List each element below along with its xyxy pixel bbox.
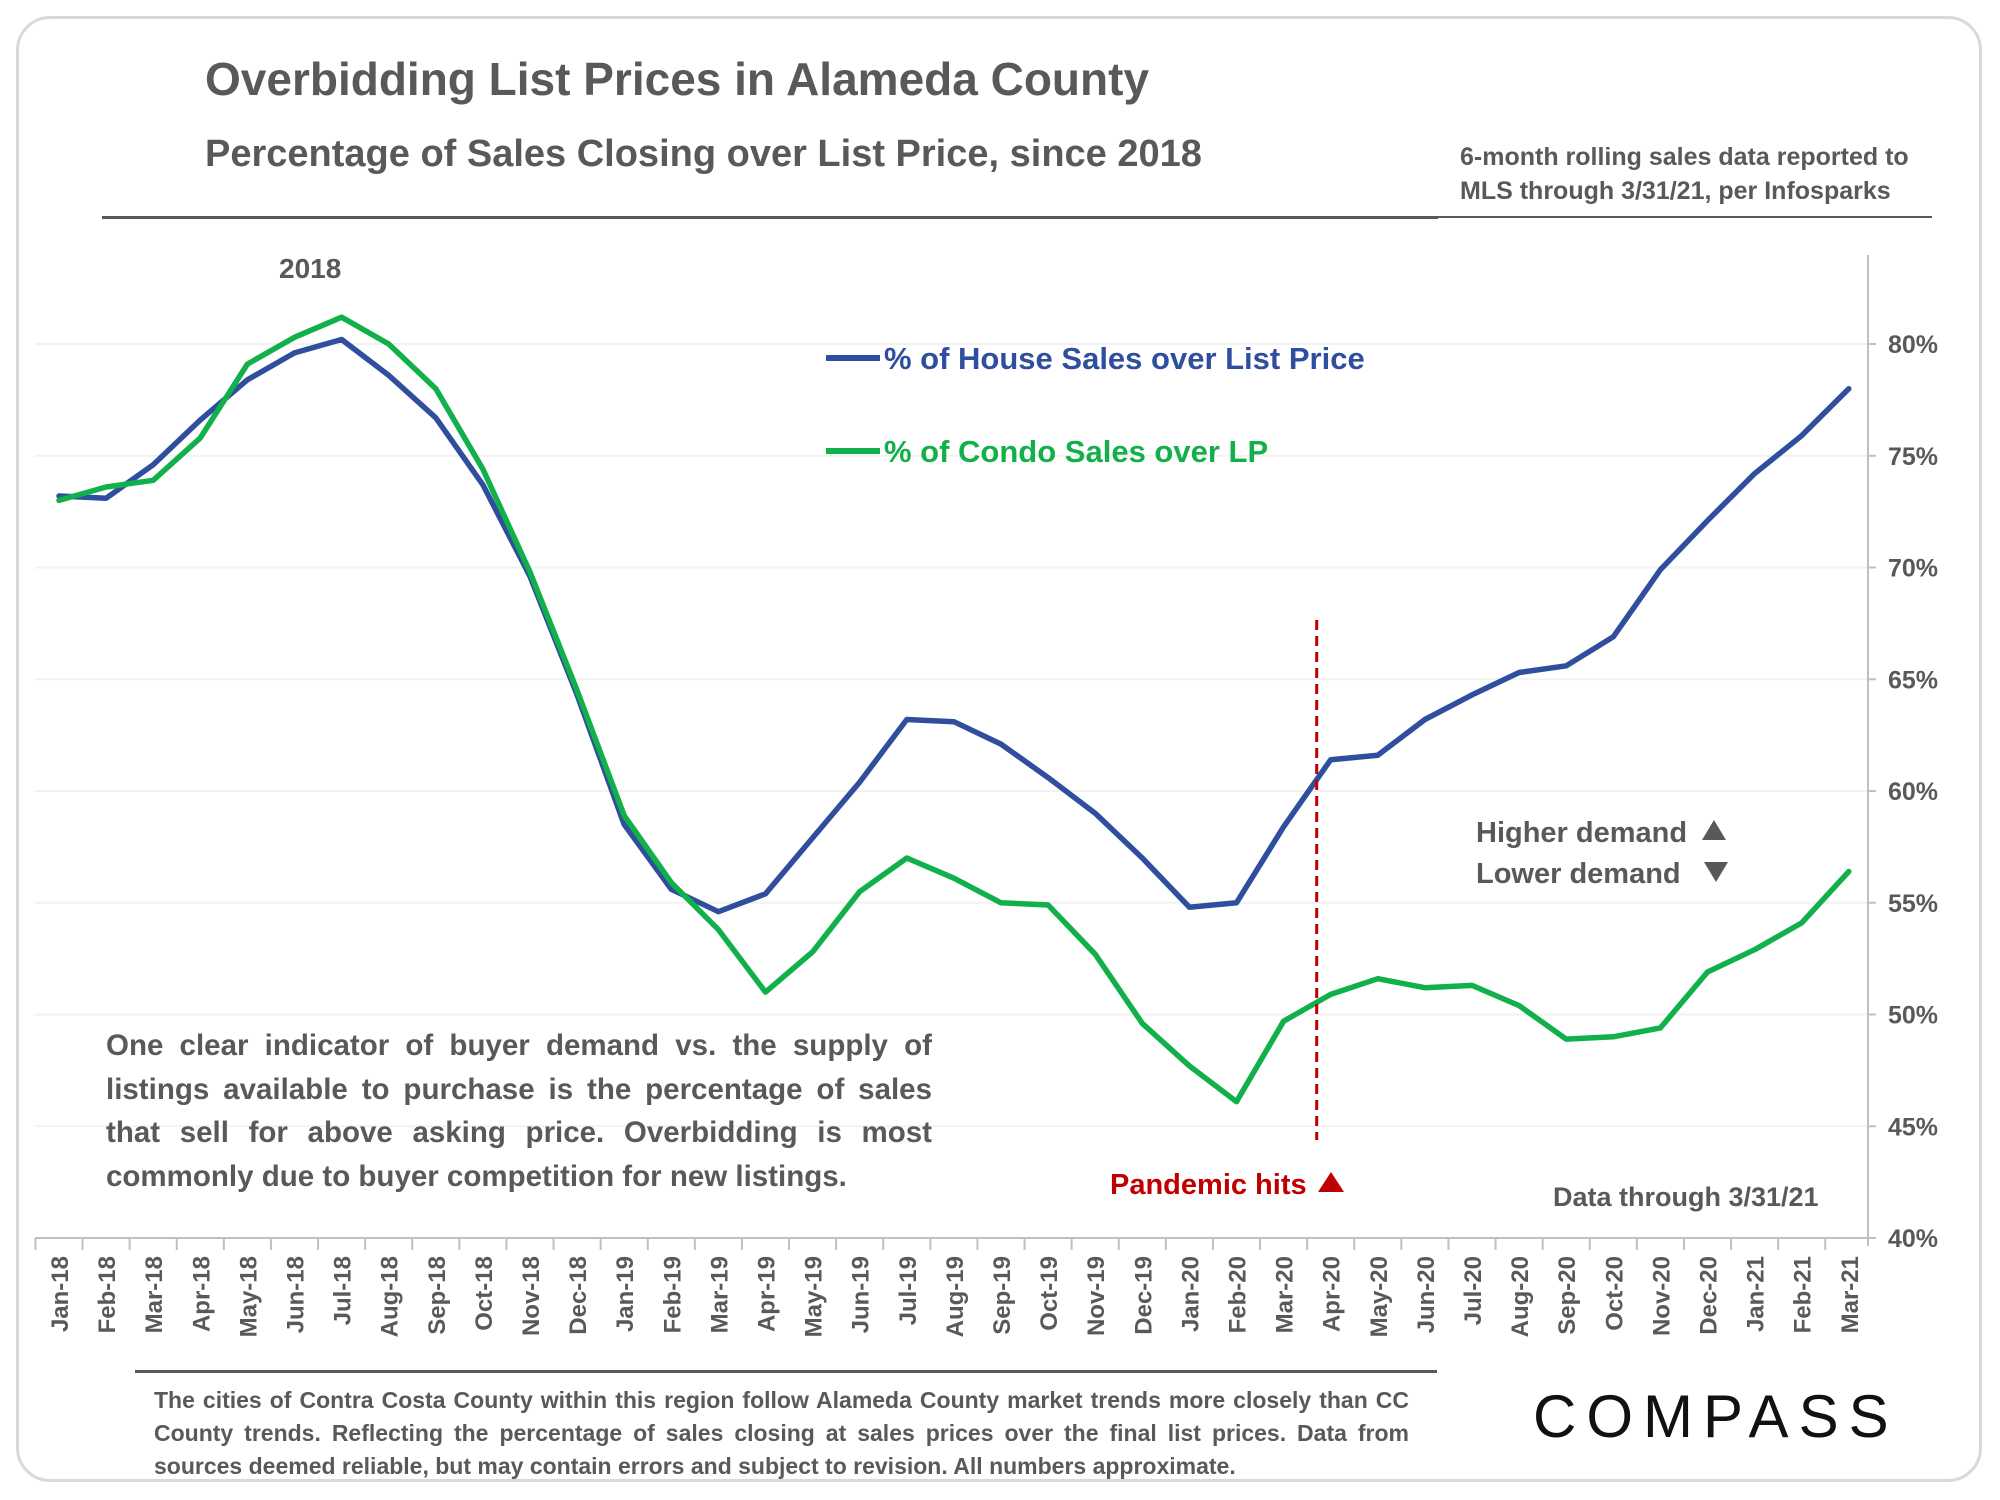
x-tick-label: Jun-18 [283, 1256, 310, 1333]
x-tick-label: Sep-18 [424, 1256, 451, 1335]
source-note-line1: 6-month rolling sales data reported to [1460, 143, 1909, 171]
y-tick-label: 45% [1888, 1113, 1938, 1141]
x-tick-label: Apr-18 [188, 1256, 215, 1332]
x-tick-label: Mar-19 [706, 1256, 733, 1333]
y-tick-label: 55% [1888, 890, 1938, 918]
x-tick-label: Nov-20 [1648, 1256, 1675, 1336]
y-tick-label: 40% [1888, 1225, 1938, 1253]
x-tick-label: May-20 [1366, 1256, 1393, 1337]
x-tick-label: Jul-19 [895, 1256, 922, 1325]
x-tick-label: Oct-18 [471, 1256, 498, 1331]
x-tick-label: Jan-18 [47, 1256, 74, 1332]
x-tick-label: Mar-21 [1837, 1256, 1864, 1333]
x-tick-label: Apr-20 [1319, 1256, 1346, 1332]
x-tick-label: Aug-19 [942, 1256, 969, 1337]
x-tick-label: Oct-20 [1601, 1256, 1628, 1331]
lower-demand-label: Lower demand [1476, 858, 1681, 890]
house-series-line [56, 336, 1852, 915]
chart-title: Overbidding List Prices in Alameda Count… [205, 53, 1150, 105]
y-tick-label: 50% [1888, 1002, 1938, 1030]
x-tick-label: Aug-20 [1507, 1256, 1534, 1337]
condo-series-line [56, 314, 1852, 1105]
x-tick-label: Nov-19 [1083, 1256, 1110, 1336]
pandemic-triangle-icon [1318, 1172, 1344, 1192]
x-tick-label: Feb-19 [659, 1256, 686, 1333]
x-tick-label: Jan-21 [1743, 1256, 1770, 1332]
year-label: 2018 [279, 253, 341, 284]
chart-card [16, 16, 1982, 1482]
source-rule [1436, 216, 1932, 218]
x-tick-label: Dec-19 [1130, 1256, 1157, 1335]
x-tick-label: Jun-20 [1413, 1256, 1440, 1333]
x-tick-label: May-19 [801, 1256, 828, 1337]
y-tick-label: 60% [1888, 778, 1938, 806]
title-rule [102, 216, 1438, 219]
x-tick-label: May-18 [235, 1256, 262, 1337]
x-tick-label: Feb-21 [1790, 1256, 1817, 1333]
higher-demand-label: Higher demand [1476, 817, 1687, 849]
y-tick-label: 65% [1888, 666, 1938, 694]
legend-label: % of Condo Sales over LP [884, 434, 1268, 469]
x-tick-label: Jan-19 [612, 1256, 639, 1332]
explanatory-paragraph: One clear indicator of buyer demand vs. … [106, 1029, 932, 1193]
footnote: The cities of Contra Costa County within… [154, 1387, 1409, 1479]
x-tick-label: Dec-18 [565, 1256, 592, 1335]
x-tick-label: Jan-20 [1177, 1256, 1204, 1332]
x-tick-label: Dec-20 [1696, 1256, 1723, 1335]
footnote-rule [135, 1370, 1437, 1373]
y-tick-label: 80% [1888, 331, 1938, 359]
x-tick-label: Oct-19 [1036, 1256, 1063, 1331]
data-through-label: Data through 3/31/21 [1553, 1182, 1819, 1212]
y-tick-label: 75% [1888, 443, 1938, 471]
x-tick-label: Apr-19 [754, 1256, 781, 1332]
chart-subtitle: Percentage of Sales Closing over List Pr… [205, 133, 1202, 175]
x-tick-label: Feb-20 [1225, 1256, 1252, 1333]
x-tick-label: Nov-18 [518, 1256, 545, 1336]
x-tick-label: Feb-18 [94, 1256, 121, 1333]
legend-label: % of House Sales over List Price [884, 341, 1365, 376]
x-tick-label: Mar-18 [141, 1256, 168, 1333]
y-tick-label: 70% [1888, 555, 1938, 583]
down-triangle-icon [1704, 862, 1728, 882]
x-tick-label: Mar-20 [1272, 1256, 1299, 1333]
x-tick-label: Sep-20 [1554, 1256, 1581, 1335]
x-tick-label: Jul-20 [1460, 1256, 1487, 1325]
pandemic-label: Pandemic hits [1110, 1169, 1307, 1201]
x-tick-label: Sep-19 [989, 1256, 1016, 1335]
compass-logo: COMPASS [1533, 1383, 1899, 1450]
up-triangle-icon [1702, 820, 1726, 840]
source-note: 6-month rolling sales data reported to M… [1460, 140, 1909, 208]
x-tick-label: Jun-19 [848, 1256, 875, 1333]
x-tick-label: Jul-18 [330, 1256, 357, 1325]
source-note-line2: MLS through 3/31/21, per Infosparks [1460, 177, 1891, 205]
x-tick-label: Aug-18 [377, 1256, 404, 1337]
